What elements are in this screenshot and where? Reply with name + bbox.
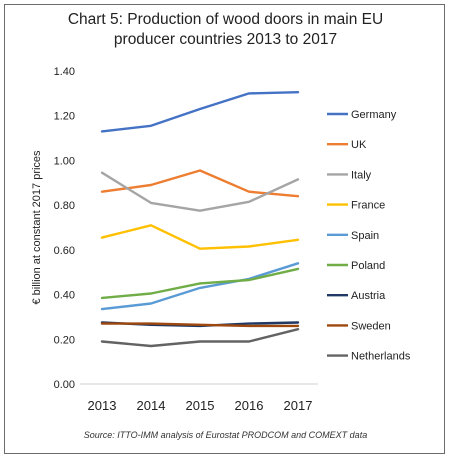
series-line-poland [100, 267, 300, 300]
legend-label-germany: Germany [351, 109, 397, 121]
chart-title-line-2: producer countries 2013 to 2017 [113, 31, 338, 48]
x-tick-label: 2017 [284, 398, 313, 413]
chart-title-line-1: Chart 5: Production of wood doors in mai… [67, 11, 384, 28]
y-tick-label: 0.60 [54, 245, 75, 257]
series-line-sweden [100, 322, 300, 328]
x-axis-ticks: 2013 2014 2015 2016 2017 [88, 398, 313, 413]
series-line-germany [100, 90, 300, 133]
y-tick-label: 0.20 [54, 334, 75, 346]
y-tick-label: 1.40 [54, 66, 75, 78]
legend-label-france: France [351, 200, 385, 212]
legend: Germany UK Italy France Spain Poland Austria Sw… [327, 109, 411, 363]
y-axis-ticks: 0.00 0.20 0.40 0.60 0.80 1.00 1.20 1.40 [54, 66, 75, 391]
chart-title: Chart 5: Production of wood doors in mai… [0, 10, 451, 50]
x-tick-label: 2015 [186, 398, 215, 413]
legend-label-sweden: Sweden [351, 320, 391, 332]
legend-label-poland: Poland [351, 260, 385, 272]
y-tick-label: 0.00 [54, 379, 75, 391]
series-line-spain [100, 262, 300, 311]
series-lines [100, 90, 300, 348]
y-tick-label: 0.40 [54, 290, 75, 302]
legend-label-netherlands: Netherlands [351, 351, 411, 363]
legend-label-austria: Austria [351, 290, 386, 302]
y-tick-label: 1.00 [54, 155, 75, 167]
legend-label-uk: UK [351, 139, 367, 151]
x-tick-label: 2016 [235, 398, 264, 413]
series-line-netherlands [100, 328, 300, 348]
legend-label-spain: Spain [351, 230, 379, 242]
x-tick-label: 2014 [137, 398, 166, 413]
series-line-france [100, 224, 300, 250]
legend-label-italy: Italy [351, 169, 372, 181]
y-tick-label: 0.80 [54, 200, 75, 212]
x-tick-label: 2013 [88, 398, 117, 413]
chart-frame [4, 4, 445, 454]
y-tick-label: 1.20 [54, 111, 75, 123]
series-line-italy [100, 171, 300, 212]
source-note: Source: ITTO-IMM analysis of Eurostat PR… [83, 430, 368, 440]
y-axis-label: € billion at constant 2017 prices [31, 150, 43, 305]
